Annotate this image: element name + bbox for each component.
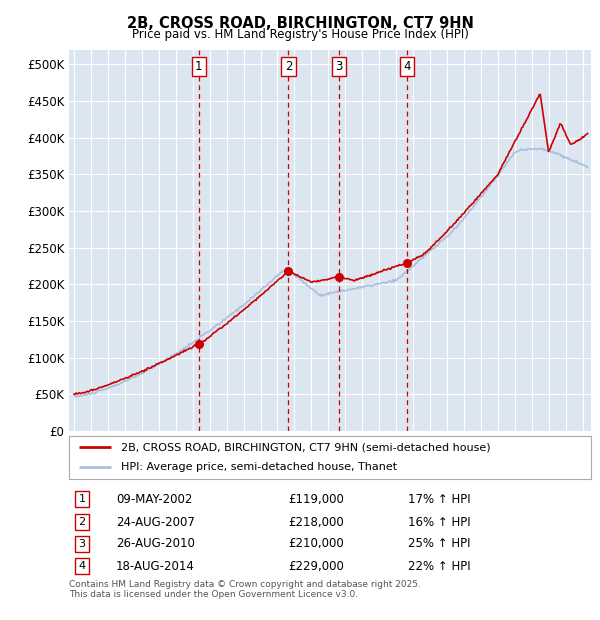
Text: Price paid vs. HM Land Registry's House Price Index (HPI): Price paid vs. HM Land Registry's House … (131, 28, 469, 41)
Text: 18-AUG-2014: 18-AUG-2014 (116, 560, 195, 572)
Text: 4: 4 (79, 561, 86, 571)
Text: 2B, CROSS ROAD, BIRCHINGTON, CT7 9HN: 2B, CROSS ROAD, BIRCHINGTON, CT7 9HN (127, 16, 473, 30)
Text: 22% ↑ HPI: 22% ↑ HPI (409, 560, 471, 572)
Text: 1: 1 (79, 494, 86, 504)
Text: This data is licensed under the Open Government Licence v3.0.: This data is licensed under the Open Gov… (69, 590, 358, 600)
Text: 2: 2 (285, 60, 292, 73)
Text: £229,000: £229,000 (288, 560, 344, 572)
Text: 09-MAY-2002: 09-MAY-2002 (116, 493, 193, 505)
Text: 17% ↑ HPI: 17% ↑ HPI (409, 493, 471, 505)
Text: £210,000: £210,000 (288, 538, 344, 550)
Text: 3: 3 (335, 60, 343, 73)
Text: £218,000: £218,000 (288, 516, 344, 529)
Text: HPI: Average price, semi-detached house, Thanet: HPI: Average price, semi-detached house,… (121, 462, 397, 472)
Text: 25% ↑ HPI: 25% ↑ HPI (409, 538, 471, 550)
Text: 16% ↑ HPI: 16% ↑ HPI (409, 516, 471, 529)
Text: Contains HM Land Registry data © Crown copyright and database right 2025.: Contains HM Land Registry data © Crown c… (69, 580, 421, 589)
Text: £119,000: £119,000 (288, 493, 344, 505)
Text: 2B, CROSS ROAD, BIRCHINGTON, CT7 9HN (semi-detached house): 2B, CROSS ROAD, BIRCHINGTON, CT7 9HN (se… (121, 442, 491, 452)
Text: 4: 4 (403, 60, 410, 73)
Text: 1: 1 (195, 60, 203, 73)
Text: 3: 3 (79, 539, 86, 549)
Text: 24-AUG-2007: 24-AUG-2007 (116, 516, 195, 529)
Text: 2: 2 (79, 517, 86, 528)
Text: 26-AUG-2010: 26-AUG-2010 (116, 538, 195, 550)
